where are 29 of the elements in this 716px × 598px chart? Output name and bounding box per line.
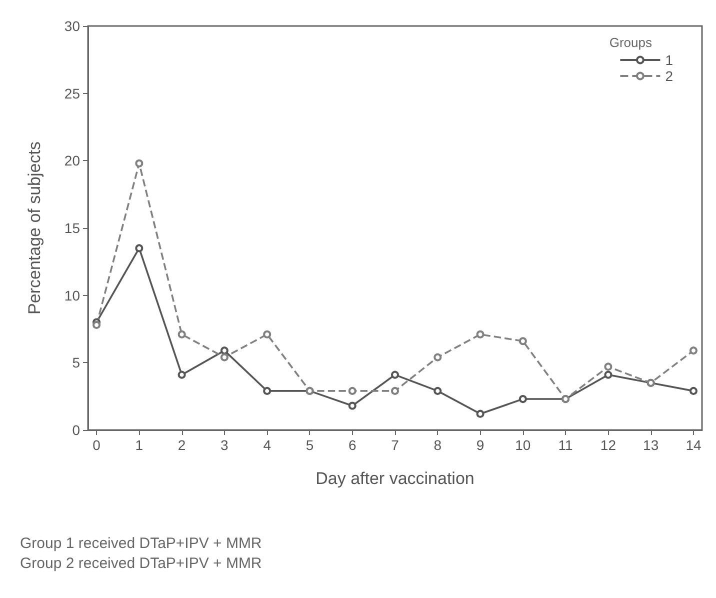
- x-tick-label: 11: [558, 437, 574, 453]
- y-tick-label: 0: [72, 422, 80, 438]
- y-tick-label: 15: [64, 220, 80, 236]
- x-tick-label: 5: [306, 437, 314, 453]
- y-tick-label: 30: [64, 18, 80, 34]
- y-tick-label: 5: [72, 354, 80, 371]
- x-tick-label: 7: [391, 437, 400, 453]
- x-tick-label: 13: [643, 437, 659, 453]
- x-tick-label: 1: [135, 437, 144, 453]
- y-axis-title: Percentage of subjects: [25, 142, 44, 314]
- x-tick-label: 6: [348, 437, 356, 453]
- legend-label: 2: [665, 68, 674, 84]
- x-tick-label: 12: [600, 437, 616, 453]
- y-tick-label: 20: [64, 152, 80, 169]
- legend-label: 1: [665, 52, 674, 68]
- x-tick-label: 2: [178, 437, 186, 453]
- x-tick-label: 0: [92, 437, 101, 453]
- x-tick-label: 14: [686, 437, 702, 453]
- x-tick-label: 9: [476, 437, 484, 453]
- y-tick-label: 25: [64, 85, 80, 102]
- text: Group 1 received DTaP+IPV + MMR: [20, 535, 262, 552]
- x-axis-title: Day after vaccination: [316, 469, 474, 488]
- y-tick-label: 10: [64, 287, 80, 304]
- x-tick-label: 10: [515, 437, 531, 453]
- text: Group 2 received DTaP+IPV + MMR: [20, 555, 262, 572]
- x-tick-label: 3: [220, 437, 229, 453]
- legend-title: Groups: [609, 35, 652, 50]
- x-tick-label: 4: [263, 437, 272, 453]
- x-tick-label: 8: [434, 437, 442, 453]
